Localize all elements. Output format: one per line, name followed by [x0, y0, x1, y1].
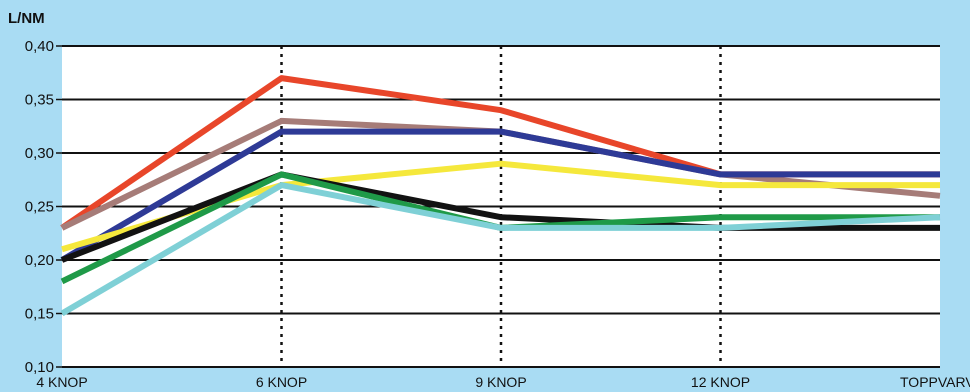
series-lines: [60, 75, 941, 317]
horizontal-gridlines: [56, 45, 940, 368]
y-axis-unit-label: L/NM: [8, 10, 45, 27]
x-tick-label: 9 KNOP: [475, 374, 526, 390]
vertical-gridlines: [280, 46, 722, 367]
y-tick-label: 0,15: [25, 306, 54, 323]
y-tick-label: 0,25: [25, 199, 54, 216]
x-tick-label: 4 KNOP: [36, 374, 87, 390]
x-tick-label: 12 KNOP: [691, 374, 750, 390]
x-tick-labels: 4 KNOP 6 KNOP 9 KNOP 12 KNOP TOPPVARV: [36, 374, 970, 390]
y-tick-label: 0,40: [25, 38, 54, 55]
y-tick-label: 0,35: [25, 92, 54, 109]
y-tick-label: 0,20: [25, 252, 54, 269]
x-tick-label: 6 KNOP: [256, 374, 307, 390]
series-line-5: [60, 171, 940, 263]
y-tick-label: 0,10: [25, 359, 54, 376]
series-line-7: [60, 182, 941, 317]
y-tick-labels: 0,10 0,15 0,20 0,25 0,30 0,35 0,40: [25, 38, 54, 376]
y-tick-label: 0,30: [25, 145, 54, 162]
series-line-3: [60, 128, 940, 263]
series-line-4: [61, 160, 940, 253]
x-tick-label: TOPPVARV: [900, 374, 970, 390]
